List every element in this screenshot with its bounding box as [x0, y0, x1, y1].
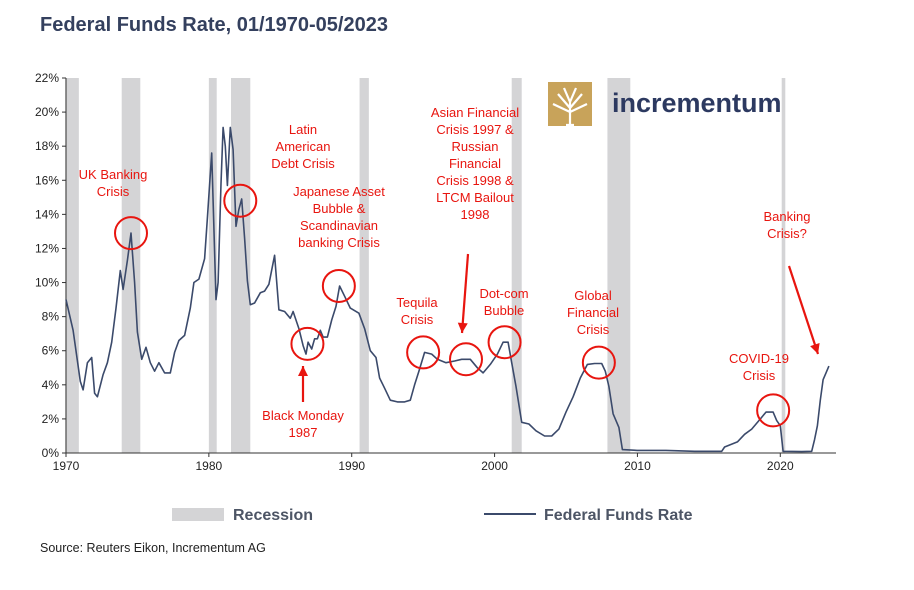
annotation-circle-7 — [581, 345, 616, 380]
y-tick-label: 6% — [42, 344, 60, 358]
arrow-black-monday-head — [298, 366, 308, 376]
y-tick-label: 10% — [35, 276, 59, 290]
arrow-asian-crisis — [460, 253, 470, 334]
annotation-circle-0 — [114, 216, 148, 251]
annotation-5: Asian Financial Crisis 1997 & Russian Finan… — [431, 105, 519, 222]
annotations: UK Banking Crisis Latin American Debt Crisis… — [79, 105, 820, 440]
recession-band-0 — [65, 78, 79, 453]
x-tick-label: 1980 — [196, 459, 223, 473]
incrementum-logo: incrementum — [548, 82, 782, 127]
annotation-6: Dot-com Bubble — [479, 286, 528, 318]
y-tick-label: 4% — [42, 378, 60, 392]
y-tick-label: 2% — [42, 412, 60, 426]
annotation-7: Global Financial Crisis — [567, 288, 619, 337]
x-tick-label: 2010 — [624, 459, 651, 473]
series-line-0 — [65, 126, 830, 453]
y-tick-label: 12% — [35, 241, 59, 255]
y-tick-label: 0% — [42, 446, 60, 460]
recession-band-6 — [607, 78, 631, 453]
annotation-circle-1 — [223, 183, 258, 218]
annotation-4: Tequila Crisis — [396, 295, 438, 327]
recession-bands — [65, 78, 786, 453]
annotation-circle-2 — [321, 268, 356, 303]
annotation-0: UK Banking Crisis — [79, 167, 148, 199]
recession-band-3 — [231, 78, 251, 453]
annotation-circle-8 — [756, 393, 791, 428]
annotation-3: Black Monday 1987 — [262, 408, 344, 440]
annotation-circles — [114, 183, 791, 428]
y-tick-label: 22% — [35, 71, 59, 85]
recession-band-1 — [121, 78, 141, 453]
source-note: Source: Reuters Eikon, Incrementum AG — [40, 541, 266, 555]
x-tick-label: 1990 — [338, 459, 365, 473]
logo-text: incrementum — [612, 88, 782, 118]
y-tick-label: 18% — [35, 139, 59, 153]
y-tick-label: 14% — [35, 207, 59, 221]
y-tick-label: 8% — [42, 310, 60, 324]
x-tick-label: 1970 — [53, 459, 80, 473]
recession-band-2 — [208, 78, 217, 453]
annotation-1: Latin American Debt Crisis — [271, 122, 335, 171]
recession-band-4 — [359, 78, 369, 453]
tree-branches-icon — [552, 87, 588, 127]
x-tick-label: 2020 — [767, 459, 794, 473]
arrow-banking-crisis — [787, 265, 820, 355]
recession-band-5 — [511, 78, 522, 453]
annotation-circle-3 — [290, 326, 325, 361]
axes: 0% 2% 4% 6% 8% 10% 12% 14% 16% 18% 20% 22% 1970 1980 1… — [35, 71, 836, 473]
chart-title: Federal Funds Rate, 01/1970-05/2023 — [40, 14, 388, 36]
y-tick-label: 16% — [35, 173, 59, 187]
annotation-circle-6 — [487, 325, 522, 360]
legend-recession-label: Recession — [233, 507, 313, 524]
legend-series-label: Federal Funds Rate — [544, 507, 693, 524]
legend: Recession Federal Funds Rate — [172, 507, 693, 524]
arrow-banking-crisis-head — [810, 342, 820, 354]
annotation-circle-4 — [406, 335, 441, 370]
annotation-9: Banking Crisis? — [764, 209, 811, 241]
legend-recession-swatch — [172, 508, 224, 521]
recession-band-7 — [781, 78, 786, 453]
annotation-circle-5 — [449, 342, 483, 377]
x-tick-label: 2000 — [481, 459, 508, 473]
series-line-group — [65, 126, 830, 453]
y-tick-label: 20% — [35, 105, 59, 119]
arrow-asian-crisis-head — [457, 322, 468, 333]
annotation-2: Japanese Asset Bubble & Scandinavian bankin… — [293, 184, 385, 250]
annotation-8: COVID-19 Crisis — [729, 351, 789, 383]
